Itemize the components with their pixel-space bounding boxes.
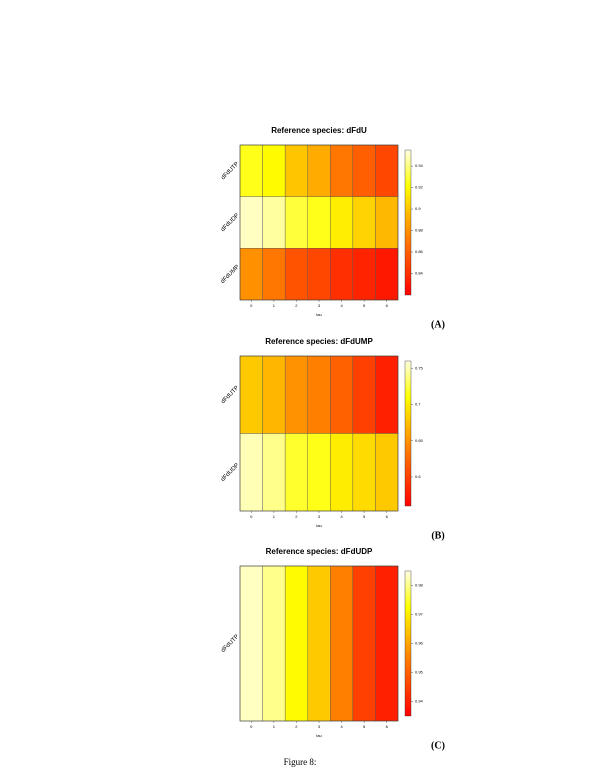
x-tick-label: 6 — [386, 514, 389, 519]
colorbar — [404, 360, 412, 507]
heat-cell — [239, 144, 263, 197]
heat-cell — [239, 355, 263, 434]
panel-label: (A) — [431, 319, 445, 330]
x-tick-label: 4 — [340, 514, 343, 519]
x-tick-label: 0 — [250, 724, 253, 729]
heat-cell — [330, 248, 354, 301]
heat-cell — [262, 248, 286, 301]
panel-label: (B) — [431, 530, 444, 541]
heat-cell — [352, 196, 376, 249]
x-tick-label: 2 — [295, 514, 298, 519]
heat-cell — [307, 433, 331, 512]
heat-cell — [262, 144, 286, 197]
x-axis-label: tau — [316, 312, 322, 317]
row-label: dFdUTP — [220, 161, 240, 181]
heat-cell — [330, 565, 354, 722]
colorbar-tick-label: 0.6 — [415, 474, 421, 479]
heat-cell — [307, 355, 331, 434]
heat-cell — [262, 196, 286, 249]
heat-cell — [284, 196, 308, 249]
x-tick-label: 5 — [363, 724, 366, 729]
heat-cell — [375, 248, 399, 301]
colorbar-tick-label: 0.94 — [415, 699, 424, 704]
colorbar-tick-label: 0.95 — [415, 670, 424, 675]
heat-cell — [330, 144, 354, 197]
x-tick-label: 1 — [273, 514, 276, 519]
colorbar-tick-label: 0.98 — [415, 583, 424, 588]
chart-title: Reference species: dFdU — [271, 126, 367, 135]
heat-cell — [375, 144, 399, 197]
x-tick-label: 6 — [386, 724, 389, 729]
heat-cell — [239, 565, 263, 722]
heat-cell — [375, 196, 399, 249]
heat-cell — [352, 248, 376, 301]
x-tick-label: 6 — [386, 303, 389, 308]
x-tick-label: 5 — [363, 303, 366, 308]
heat-cell — [330, 196, 354, 249]
x-tick-label: 4 — [340, 303, 343, 308]
colorbar-tick-label: 0.96 — [415, 641, 424, 646]
row-label: dFdUTP — [220, 634, 240, 654]
heat-cell — [307, 144, 331, 197]
heat-cell — [330, 433, 354, 512]
heat-cell — [284, 355, 308, 434]
colorbar — [404, 570, 412, 717]
heat-cell — [330, 355, 354, 434]
x-tick-label: 5 — [363, 514, 366, 519]
heat-cell — [239, 433, 263, 512]
x-tick-label: 0 — [250, 514, 253, 519]
row-label: dFdUTP — [220, 385, 240, 405]
x-tick-label: 2 — [295, 724, 298, 729]
heat-cell — [284, 565, 308, 722]
x-tick-label: 3 — [318, 514, 321, 519]
colorbar-tick-label: 0.9 — [415, 206, 421, 211]
row-label: dFdUDP — [220, 213, 241, 234]
heat-cell — [352, 565, 376, 722]
heat-cell — [262, 355, 286, 434]
heat-cell — [307, 248, 331, 301]
row-label: dFdUDP — [220, 462, 241, 483]
chart-title: Reference species: dFdUDP — [266, 547, 373, 556]
heat-cell — [375, 565, 399, 722]
heat-cell — [284, 144, 308, 197]
colorbar-tick-label: 0.88 — [415, 228, 424, 233]
heat-cell — [352, 433, 376, 512]
colorbar-tick-label: 0.86 — [415, 249, 424, 254]
x-tick-label: 4 — [340, 724, 343, 729]
chart-title: Reference species: dFdUMP — [265, 337, 373, 346]
heat-cell — [284, 248, 308, 301]
heat-cell — [352, 144, 376, 197]
x-tick-label: 3 — [318, 724, 321, 729]
x-axis-label: tau — [316, 523, 322, 528]
colorbar-tick-label: 0.65 — [415, 438, 424, 443]
colorbar-tick-label: 0.75 — [415, 365, 424, 370]
heat-cell — [375, 433, 399, 512]
heat-cell — [239, 248, 263, 301]
colorbar-tick-label: 0.97 — [415, 612, 424, 617]
colorbar — [404, 149, 412, 296]
heat-cell — [262, 433, 286, 512]
heat-cell — [239, 196, 263, 249]
x-tick-label: 0 — [250, 303, 253, 308]
figure-caption: Figure 8: — [284, 757, 317, 767]
colorbar-tick-label: 0.84 — [415, 271, 424, 276]
heat-cell — [307, 196, 331, 249]
heat-cell — [284, 433, 308, 512]
row-label: dFdUMP — [220, 264, 241, 285]
x-tick-label: 2 — [295, 303, 298, 308]
x-tick-label: 3 — [318, 303, 321, 308]
colorbar-tick-label: 0.92 — [415, 185, 424, 190]
x-tick-label: 1 — [273, 724, 276, 729]
heat-cell — [375, 355, 399, 434]
heat-cell — [307, 565, 331, 722]
panel-label: (C) — [431, 740, 445, 751]
x-axis-label: tau — [316, 733, 322, 738]
heat-cell — [262, 565, 286, 722]
colorbar-tick-label: 0.94 — [415, 163, 424, 168]
x-tick-label: 1 — [273, 303, 276, 308]
colorbar-tick-label: 0.7 — [415, 402, 421, 407]
heat-cell — [352, 355, 376, 434]
